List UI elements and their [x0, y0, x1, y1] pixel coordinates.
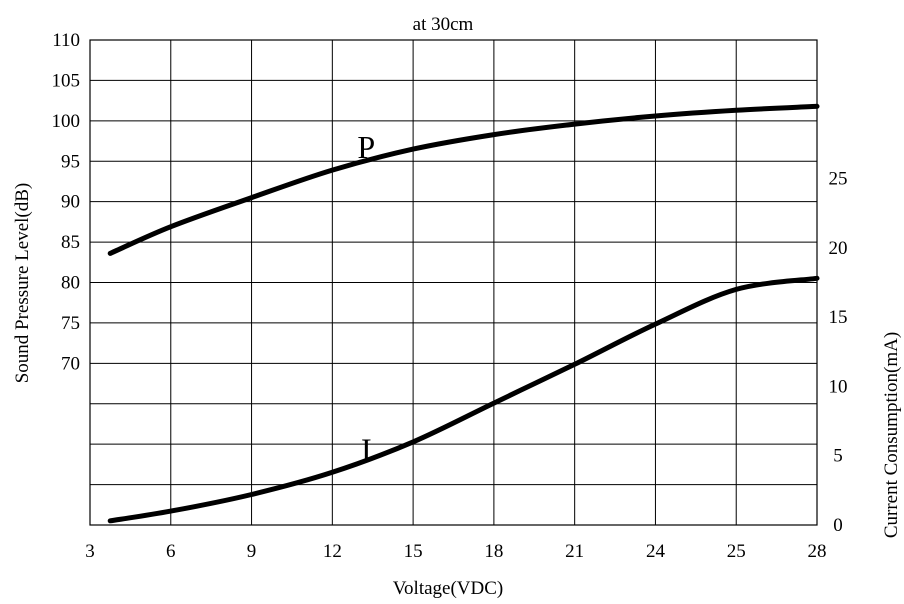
- left-y-tick-label: 95: [61, 151, 80, 172]
- series-i-label: I: [361, 431, 372, 467]
- series: PI: [107, 103, 820, 524]
- x-tick-label: 18: [484, 541, 503, 562]
- x-axis-label: Voltage(VDC): [393, 578, 503, 599]
- chart-title: at 30cm: [413, 14, 474, 35]
- x-tick-label: 9: [247, 541, 257, 562]
- plot-frame: [89, 39, 818, 526]
- x-axis-ticks: 3 6 9 12 15 18 21 24 25 28: [85, 541, 826, 562]
- left-y-tick-label: 100: [52, 111, 81, 132]
- right-y-tick-label: 20: [829, 238, 848, 259]
- series-p-line: [107, 103, 820, 256]
- x-tick-label: 21: [565, 541, 584, 562]
- x-tick-label: 12: [323, 541, 342, 562]
- left-y-tick-label: 70: [61, 353, 80, 374]
- left-y-tick-label: 105: [52, 70, 81, 91]
- x-tick-label: 24: [646, 541, 666, 562]
- right-y-tick-label: 15: [829, 307, 848, 328]
- left-y-axis-ticks: 70 75 80 85 90 95 100 105 110: [52, 30, 81, 374]
- left-y-axis-label: Sound Pressure Level(dB): [12, 183, 33, 384]
- right-y-tick-label: 0: [833, 515, 843, 536]
- grid: [90, 40, 817, 525]
- series-p-label: P: [357, 129, 375, 165]
- left-y-tick-label: 80: [61, 273, 80, 294]
- left-y-tick-label: 75: [61, 313, 80, 334]
- left-y-tick-label: 90: [61, 192, 80, 213]
- x-tick-label: 25: [727, 541, 746, 562]
- left-y-tick-label: 110: [52, 30, 80, 51]
- x-tick-label: 3: [85, 541, 95, 562]
- x-tick-label: 28: [808, 541, 827, 562]
- right-y-tick-label: 10: [829, 376, 848, 397]
- x-tick-label: 6: [166, 541, 176, 562]
- right-y-tick-label: 25: [829, 169, 848, 190]
- left-y-tick-label: 85: [61, 232, 80, 253]
- right-y-axis-ticks: 0 5 10 15 20 25: [829, 169, 848, 536]
- x-tick-label: 15: [404, 541, 423, 562]
- right-y-axis-label: Current Consumption(mA): [881, 332, 902, 538]
- series-i-line: [107, 275, 820, 524]
- right-y-tick-label: 5: [833, 446, 843, 467]
